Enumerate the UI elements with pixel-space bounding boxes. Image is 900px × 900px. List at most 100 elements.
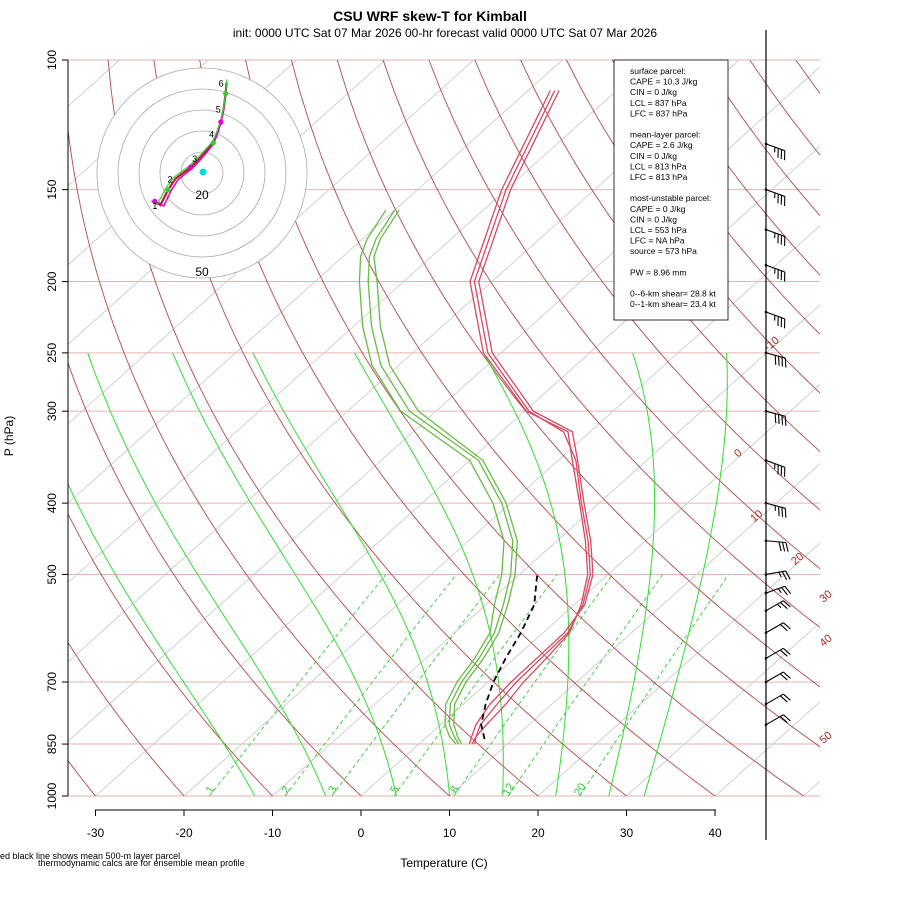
wind-barb-flag (779, 695, 788, 703)
moist-adiabat (608, 352, 656, 796)
moist-adiabat (87, 352, 327, 796)
stats-line: LFC = 813 hPa (630, 172, 688, 182)
isotherm-label: 40 (818, 632, 835, 649)
moist-adiabat (643, 352, 728, 796)
dry-adiabat (68, 361, 362, 796)
wind-barb-flag (781, 542, 786, 552)
x-tick-label: -20 (175, 826, 193, 840)
isotherm-line (68, 60, 740, 663)
hodograph-trace-member (150, 79, 228, 206)
isotherm-line (183, 224, 820, 796)
hodograph-point (218, 119, 224, 125)
x-axis-ticks: -30 -20 -10 0 10 20 30 40 (87, 810, 722, 840)
wind-barb-flag (778, 356, 780, 366)
wind-barb (764, 570, 791, 581)
stats-line: surface parcel: (630, 66, 686, 76)
wind-barb-flag (781, 357, 784, 367)
dry-adiabat (428, 60, 820, 570)
hodograph-height-label: 4 (209, 129, 214, 139)
temperature-trace (469, 90, 589, 745)
mixing-ratio-line (209, 574, 387, 796)
stats-line: 0--6-km shear= 28.8 kt (630, 289, 716, 299)
wind-barb-flag (778, 414, 780, 425)
mixing-ratio-label: 5 (388, 784, 401, 795)
dry-adiabat (474, 60, 820, 511)
wind-barb-flag (781, 587, 788, 596)
wind-barb (764, 622, 791, 635)
wind-barb (764, 671, 791, 684)
parcel-trace (480, 574, 539, 740)
wind-barb-flag (782, 622, 791, 630)
wind-barb-flag (784, 358, 787, 368)
dry-adiabat (520, 60, 820, 453)
wind-barb-flag (779, 624, 788, 632)
mixing-ratio-label: 8 (448, 784, 461, 795)
wind-barb (764, 693, 791, 706)
wind-barb-flag (785, 570, 791, 580)
dry-adiabat (818, 26, 900, 811)
y-tick-label: 250 (45, 343, 59, 363)
mixing-ratio-line (393, 574, 558, 796)
wind-barb-flag (782, 671, 791, 679)
hodograph-height-label: 2 (168, 175, 173, 185)
y-tick-label: 400 (45, 493, 59, 513)
mixing-ratio-line (284, 574, 457, 796)
mixing-ratio-line (453, 574, 614, 796)
stats-line: CIN = 0 J/kg (630, 87, 677, 97)
wind-barb-half-flag (778, 571, 782, 578)
stats-line: CIN = 0 J/kg (630, 151, 677, 161)
stats-line: LCL = 553 hPa (630, 225, 687, 235)
chart-title: CSU WRF skew-T for Kimball (333, 8, 527, 24)
wind-barb-flag (782, 693, 791, 701)
hodograph-ring (180, 151, 224, 195)
wind-barb-flag (778, 506, 780, 516)
hodograph-ring (159, 130, 245, 216)
mixing-ratio-label: 20 (572, 781, 589, 798)
wind-barb-half-flag (777, 588, 782, 594)
moist-adiabat (172, 352, 397, 796)
wind-barb-base (764, 142, 768, 146)
isotherm-line (537, 542, 820, 796)
dry-adiabat (566, 60, 820, 394)
wind-barb-flag (774, 413, 777, 424)
wind-barb-base (764, 351, 768, 355)
hodograph-height-label: 5 (216, 105, 221, 115)
mixing-ratio-label: 2 (279, 784, 292, 795)
wind-barb-flag (785, 542, 789, 552)
dry-adiabat (862, 26, 900, 811)
wind-barb-base (764, 539, 768, 543)
wind-barb (764, 310, 786, 329)
y-tick-label: 500 (45, 564, 59, 584)
mixing-ratio-lines (209, 574, 729, 796)
hodograph-point (165, 187, 171, 193)
dewpoint-trace (367, 209, 514, 745)
hodograph-height-label: 1 (152, 201, 157, 211)
stats-line: mean-layer parcel: (630, 130, 700, 140)
mixing-ratio-line (331, 574, 501, 796)
wind-barb-base (764, 631, 768, 635)
note-line-2: thermodynamic calcs are for ensemble mea… (38, 858, 245, 868)
hodograph-point (152, 198, 158, 204)
mixing-ratio-label: 12 (501, 781, 518, 798)
stats-line: LCL = 837 hPa (630, 98, 687, 108)
dry-adiabat (107, 60, 539, 796)
wind-barb-base (764, 573, 768, 576)
dry-adiabat (68, 512, 274, 796)
wind-barb (764, 459, 786, 477)
wind-barb-flag (779, 673, 788, 681)
dry-adiabat (153, 60, 628, 796)
x-tick-label: 0 (358, 826, 365, 840)
isotherm-line (68, 60, 563, 504)
isotherm-line (68, 60, 474, 425)
wind-barb-flag (781, 571, 788, 581)
hodograph: 6 5 4 3 2 1 20 50 (96, 67, 308, 279)
y-axis-label: P (hPa) (2, 416, 16, 456)
dry-adiabat (336, 60, 820, 688)
isotherm-line (714, 701, 820, 796)
note-line-1: ed black line shows mean 500-m layer par… (0, 851, 180, 861)
wind-barb (764, 539, 789, 552)
x-tick-label: 30 (620, 826, 634, 840)
wind-barb-flag (784, 508, 787, 518)
isotherm-line (272, 304, 820, 796)
